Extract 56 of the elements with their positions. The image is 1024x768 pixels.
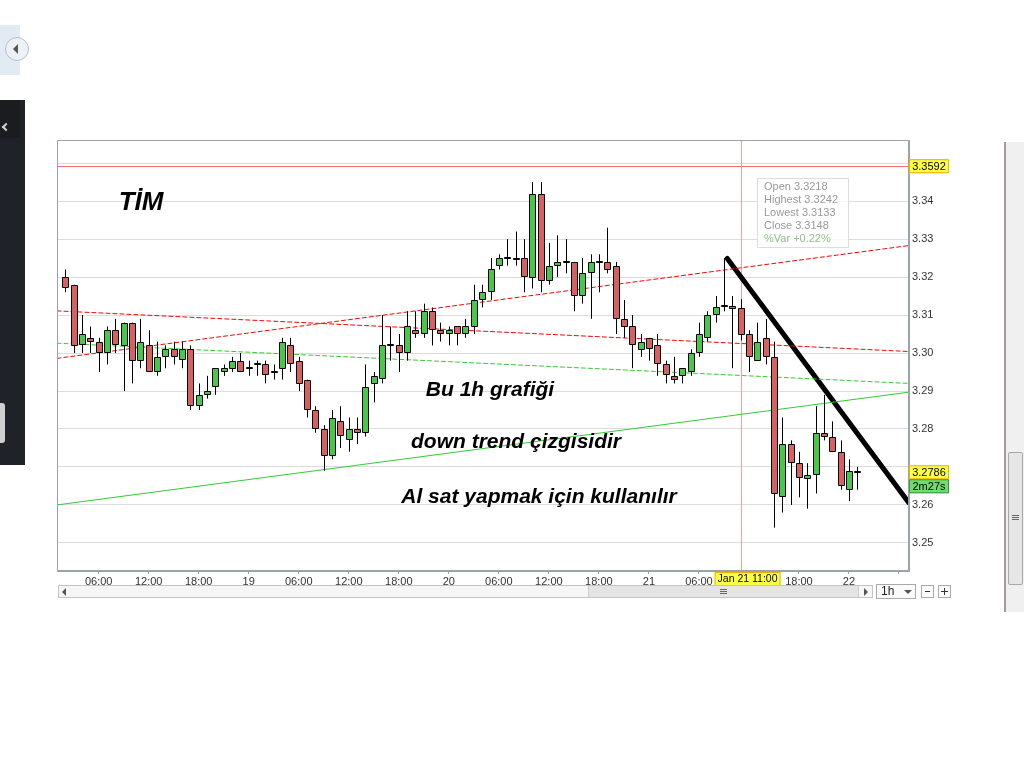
candlestick bbox=[671, 356, 678, 384]
y-tick-label: 3.34 bbox=[912, 194, 934, 207]
candlestick bbox=[312, 405, 319, 434]
x-tick-label: 19 bbox=[242, 574, 255, 587]
candlestick bbox=[212, 367, 219, 396]
text: 3.2786 bbox=[912, 465, 946, 478]
annotation: %Var +0.22% bbox=[764, 232, 831, 245]
x-tick-label: 22 bbox=[842, 574, 856, 587]
x-tick-label: 18:00 bbox=[385, 574, 413, 587]
x-tick-label: 18:00 bbox=[585, 574, 613, 587]
candlestick bbox=[663, 360, 670, 384]
ref-line-label: Jan 21 11:00 bbox=[717, 572, 778, 585]
x-tick-label: 18:00 bbox=[785, 574, 813, 587]
x-tick-label: 06:00 bbox=[285, 574, 313, 587]
x-tick-label: 20 bbox=[442, 574, 455, 587]
annotation: Al sat yapmak için kullanılır bbox=[400, 483, 679, 507]
candlestick bbox=[271, 363, 278, 381]
candlestick bbox=[196, 382, 203, 411]
candlestick bbox=[488, 257, 495, 301]
y-tick-label: 3.28 bbox=[912, 422, 934, 435]
annotation: Open 3.3218 bbox=[764, 180, 828, 193]
y-tick-label: 3.33 bbox=[912, 232, 934, 245]
y-tick-label: 3.32 bbox=[912, 270, 934, 283]
candlestick bbox=[788, 439, 795, 506]
timeframe-dropdown: 1h bbox=[876, 584, 916, 599]
candlestick bbox=[688, 348, 695, 377]
y-tick-label: 3.30 bbox=[912, 346, 934, 359]
text: 2m27s bbox=[912, 479, 946, 492]
x-tick-label: 12:00 bbox=[134, 574, 163, 587]
text: TİM bbox=[118, 186, 165, 217]
candlestick bbox=[62, 268, 69, 293]
x-tick-label: 21 bbox=[642, 574, 656, 587]
candlestick bbox=[204, 375, 211, 400]
annotation: Close 3.3148 bbox=[764, 219, 829, 232]
y-tick-label: 3.31 bbox=[912, 308, 934, 321]
candlestick bbox=[713, 295, 720, 324]
x-tick-label: 12:00 bbox=[535, 574, 563, 587]
annotation: Bu 1h grafiği bbox=[425, 376, 556, 400]
x-tick-label: 06:00 bbox=[84, 574, 113, 587]
candlestick bbox=[829, 420, 836, 453]
annotation: Highest 3.3242 bbox=[764, 193, 838, 206]
candlestick bbox=[554, 234, 561, 278]
x-tick-label: 12:00 bbox=[335, 574, 363, 587]
y-tick-label: 3.25 bbox=[912, 535, 934, 548]
x-tick-label: 06:00 bbox=[485, 574, 513, 587]
y-tick-label: 3.26 bbox=[912, 497, 934, 510]
candlestick bbox=[162, 344, 169, 369]
x-tick-label: 06:00 bbox=[685, 574, 713, 587]
annotation: Lowest 3.3133 bbox=[764, 206, 836, 219]
text: 3.3592 bbox=[912, 159, 946, 172]
annotation: down trend çizgisidir bbox=[410, 428, 623, 452]
candlestick bbox=[763, 318, 770, 365]
candlestick bbox=[479, 284, 486, 308]
y-tick-label: 3.29 bbox=[912, 384, 934, 397]
x-tick-label: 18:00 bbox=[184, 574, 213, 587]
candlestick bbox=[437, 322, 444, 343]
